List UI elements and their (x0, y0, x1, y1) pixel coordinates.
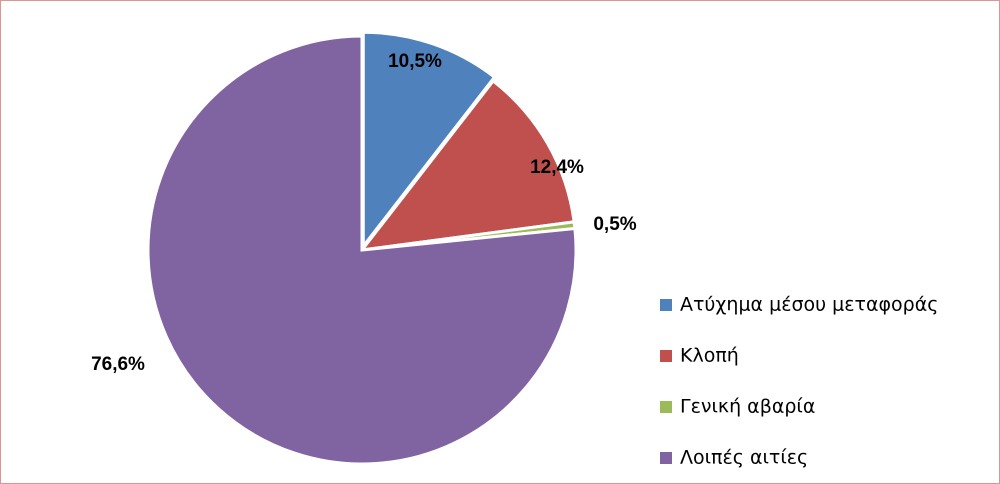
data-label: 76,6% (91, 354, 145, 375)
legend-swatch (660, 401, 672, 413)
data-label: 12,4% (530, 157, 584, 178)
legend-label: Γενική αβαρία (680, 396, 815, 418)
data-label: 0,5% (593, 214, 636, 235)
pie-slice (146, 34, 578, 466)
legend-label: Λοιπές αιτίες (680, 447, 808, 469)
legend-swatch (660, 452, 672, 464)
legend-label: Ατύχημα μέσου μεταφοράς (680, 294, 938, 316)
legend-label: Κλοπή (680, 345, 739, 367)
data-label: 10,5% (388, 51, 442, 72)
pie-slice (358, 78, 576, 252)
legend-swatch (660, 299, 672, 311)
pie-slice (361, 30, 497, 251)
legend-swatch (660, 350, 672, 362)
